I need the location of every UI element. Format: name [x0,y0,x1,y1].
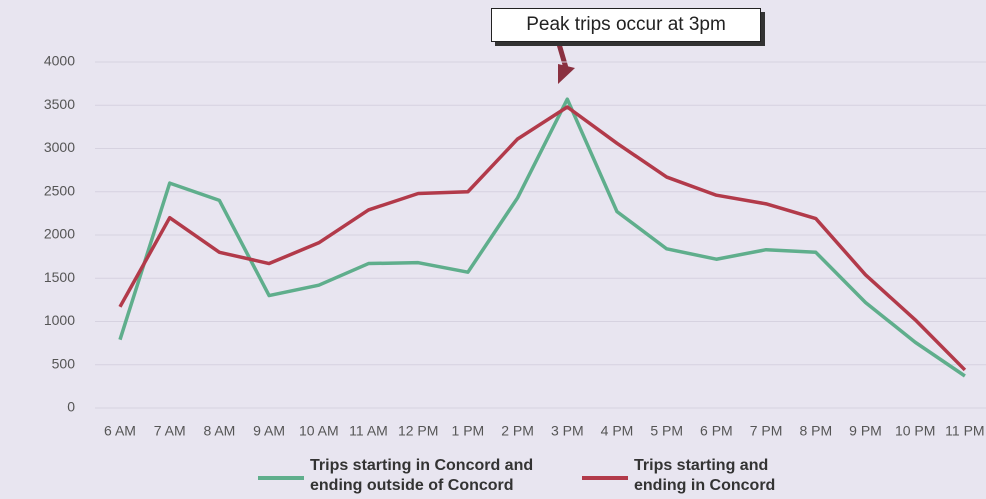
plot: 0 500 1000 1500 2000 2500 3000 3500 4000 6 AM 7 AM… [44,53,986,439]
y-tick-label: 3500 [44,96,75,112]
legend-swatch [258,476,304,480]
x-tick-label: 9 PM [849,423,882,439]
y-tick-label: 1000 [44,312,75,328]
legend-item: Trips starting and ending in Concord [582,456,794,496]
legend-item: Trips starting in Concord and ending out… [258,456,560,496]
y-tick-label: 500 [52,355,76,371]
annotation-arrow [556,43,569,69]
x-tick-label: 8 PM [799,423,832,439]
x-tick-label: 6 AM [104,423,136,439]
x-tick-label: 2 PM [501,423,534,439]
x-tick-label: 11 AM [349,423,388,439]
x-tick-label: 10 PM [895,423,935,439]
x-tick-label: 12 PM [398,423,438,439]
x-tick-label: 6 PM [700,423,733,439]
x-tick-label: 11 PM [945,423,984,439]
x-tick-label: 4 PM [601,423,634,439]
y-tick-label: 1500 [44,269,75,285]
x-tick-label: 3 PM [551,423,584,439]
y-tick-label: 4000 [44,53,75,69]
annotation: Peak trips occur at 3pm [491,8,761,42]
x-tick-label: 9 AM [253,423,285,439]
annotation-arrowhead [558,64,575,84]
legend-label: Trips starting in Concord and ending out… [310,457,534,494]
legend-label: Trips starting and ending in Concord [634,457,776,494]
y-tick-label: 2000 [44,226,75,242]
legend-swatch [582,476,628,480]
x-tick-label: 5 PM [650,423,683,439]
y-tick-label: 3000 [44,139,75,155]
x-tick-label: 1 PM [452,423,485,439]
x-tick-label: 8 AM [203,423,235,439]
series-line [118,97,966,378]
y-tick-label: 2500 [44,182,75,198]
series-line [118,105,967,372]
x-tick-label: 7 PM [750,423,783,439]
x-tick-label: 10 AM [299,423,339,439]
y-tick-label: 0 [67,399,75,415]
x-tick-label: 7 AM [154,423,186,439]
